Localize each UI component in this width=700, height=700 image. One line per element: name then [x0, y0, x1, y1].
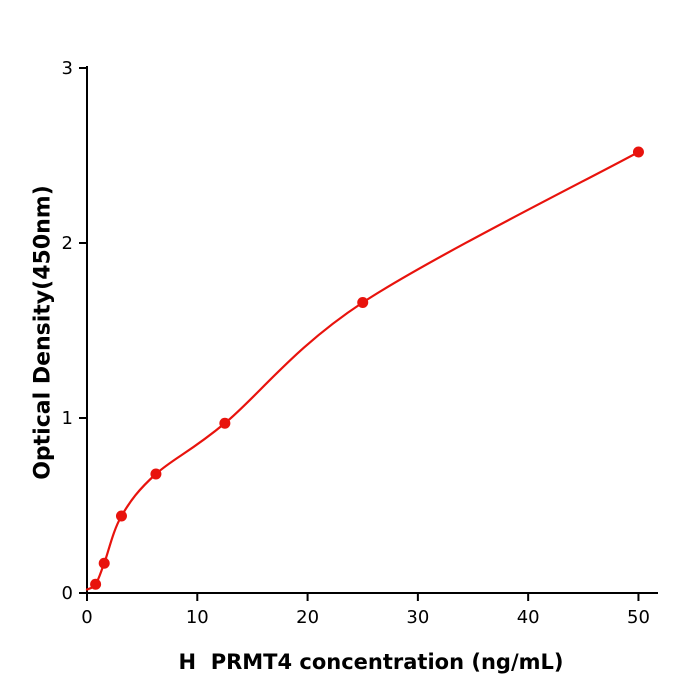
- x-tick-label: 20: [296, 607, 319, 628]
- x-tick-label: 30: [406, 607, 429, 628]
- data-point: [90, 578, 102, 590]
- x-tick-label: 10: [186, 607, 209, 628]
- x-tick-label: 50: [627, 607, 650, 628]
- data-point: [357, 297, 369, 308]
- y-tick-label: 2: [62, 233, 73, 254]
- y-tick-label: 1: [62, 408, 73, 429]
- data-point: [98, 557, 110, 569]
- data-point: [115, 510, 127, 522]
- fitted-curve: [85, 150, 640, 591]
- data-point: [150, 468, 162, 480]
- x-tick-label: 0: [81, 607, 92, 628]
- data-point: [219, 417, 231, 429]
- data-point: [632, 146, 644, 158]
- y-tick-label: 3: [62, 58, 73, 79]
- x-tick-label: 40: [517, 607, 540, 628]
- y-tick-label: 0: [62, 583, 73, 604]
